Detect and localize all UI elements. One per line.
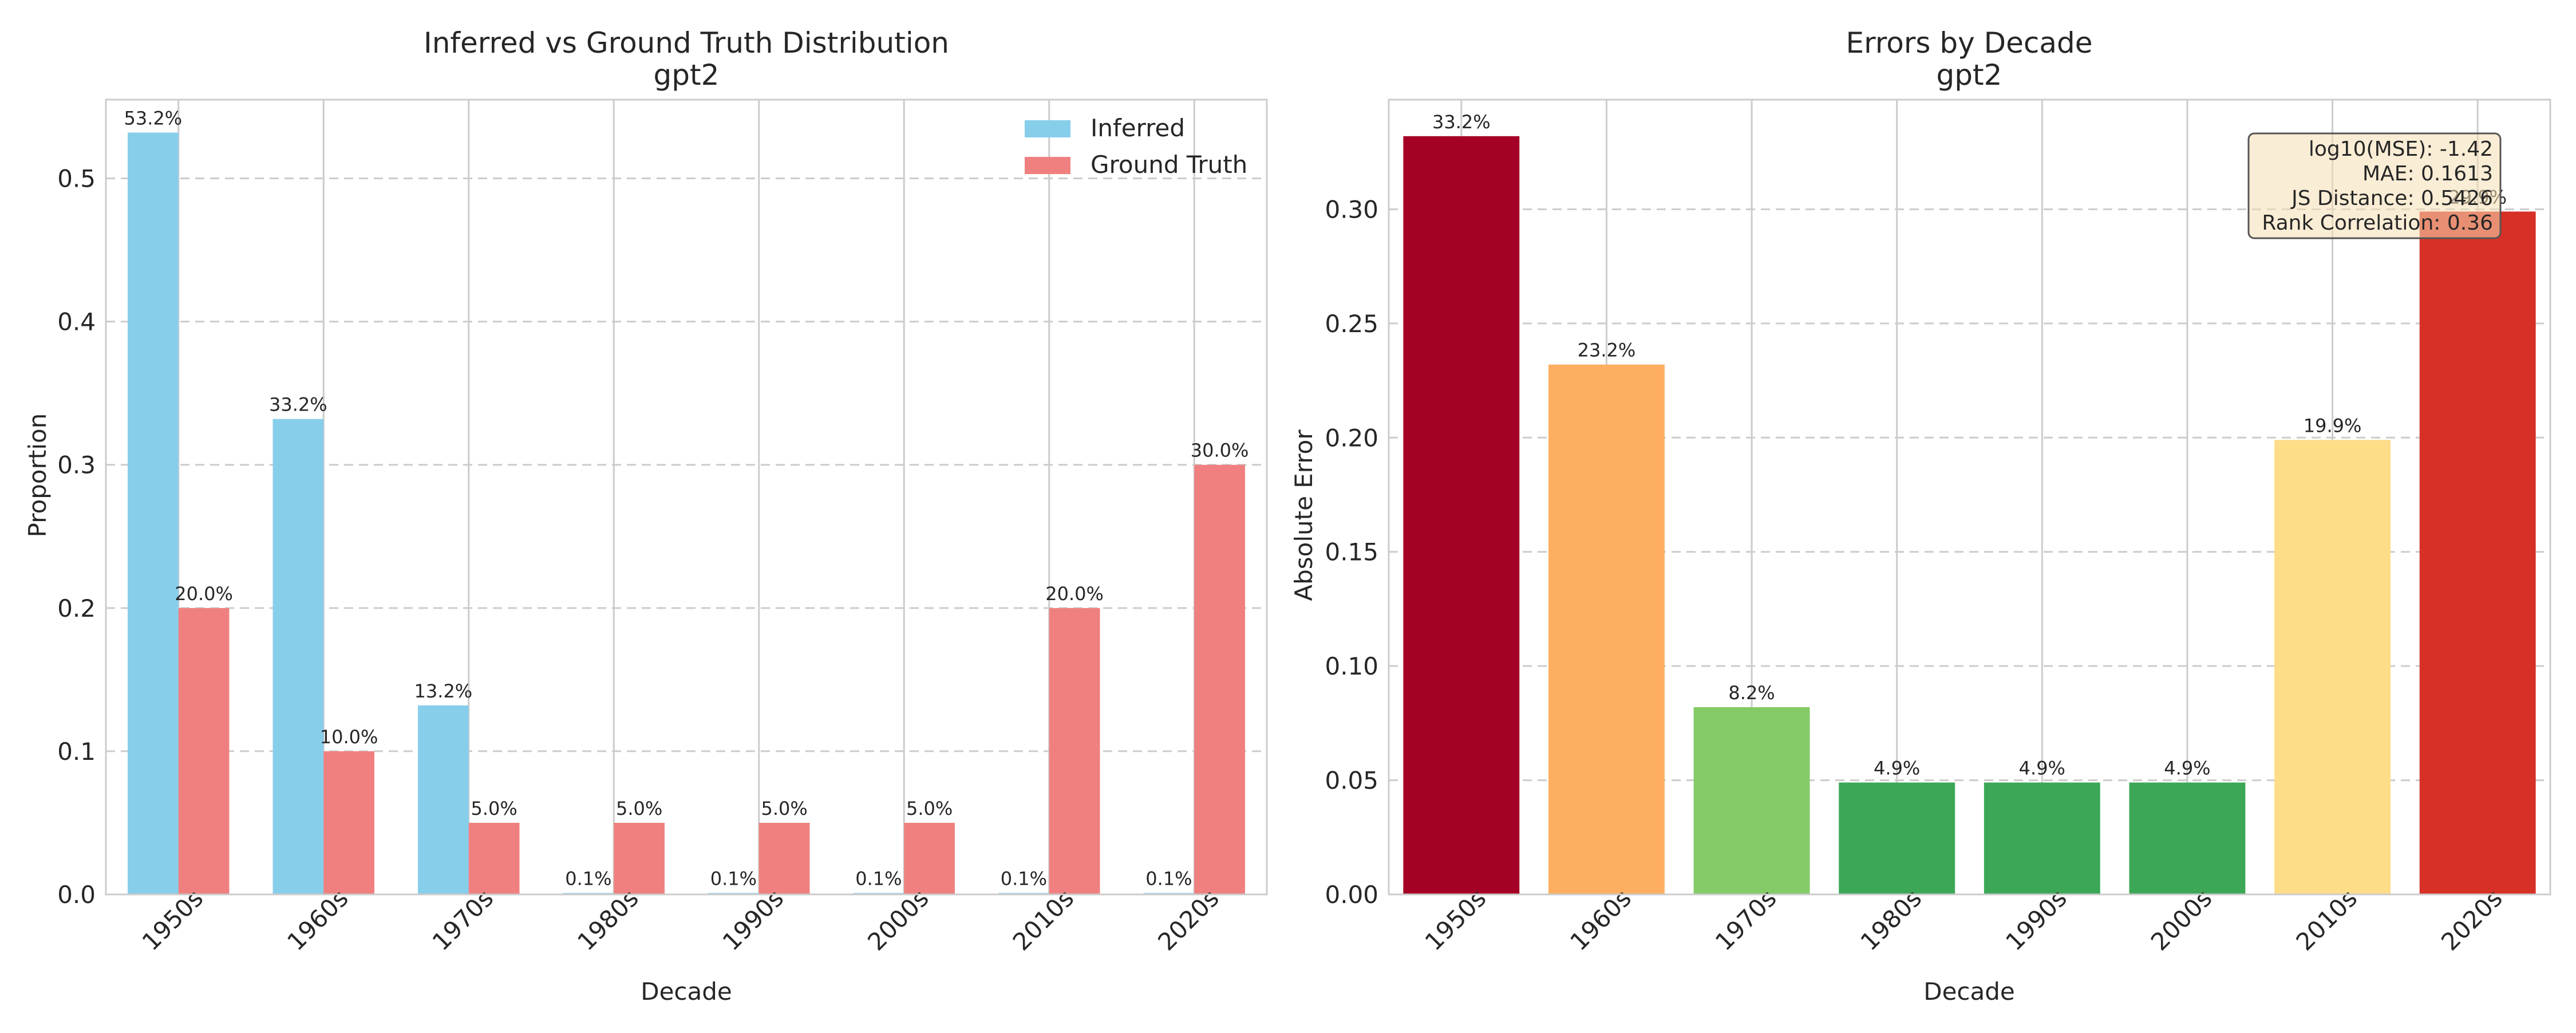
right-y-tick-label: 0.30 — [1325, 195, 1378, 223]
left-y-tick-label: 0.3 — [57, 451, 96, 479]
left-bar-ground-truth — [178, 608, 230, 894]
right-bar-value-label: 4.9% — [2164, 758, 2210, 779]
left-bar-ground-truth — [614, 822, 665, 894]
right-y-axis-label: Absolute Error — [1290, 429, 1318, 601]
left-y-tick-label: 0.1 — [57, 738, 96, 766]
left-bar-value-label: 13.2% — [414, 680, 473, 702]
left-bar-value-label: 33.2% — [269, 394, 327, 416]
left-bar-inferred — [128, 132, 179, 894]
left-bar-value-label: 0.1% — [710, 868, 757, 889]
left-y-tick-label: 0.5 — [57, 165, 96, 193]
left-bar-ground-truth — [1049, 608, 1100, 894]
left-bar-value-label: 53.2% — [124, 108, 183, 129]
legend-label-ground-truth: Ground Truth — [1091, 151, 1247, 179]
right-error-bar — [1548, 364, 1665, 894]
left-bar-value-label: 0.1% — [565, 868, 611, 889]
right-bar-value-label: 4.9% — [1874, 758, 1920, 779]
right-error-bar — [2274, 440, 2391, 894]
metrics-annotation-background — [2247, 132, 2502, 239]
right-error-bar — [1693, 707, 1810, 894]
right-y-tick-label: 0.00 — [1325, 881, 1378, 909]
right-error-bar — [2419, 211, 2536, 894]
right-error-bar — [1984, 782, 2100, 894]
left-bar-value-label: 10.0% — [320, 726, 378, 748]
right-y-tick-label: 0.05 — [1325, 767, 1378, 795]
left-bar-value-label: 30.0% — [1191, 440, 1249, 462]
legend-label-inferred: Inferred — [1091, 114, 1185, 142]
right-x-axis-label: Decade — [1923, 977, 2015, 1006]
left-y-tick-label: 0.0 — [57, 881, 96, 909]
left-bar-ground-truth — [758, 822, 810, 894]
metrics-annotation-line: Rank Correlation: 0.36 — [2262, 211, 2493, 235]
right-chart-title: Errors by Decade — [1846, 26, 2093, 60]
left-y-tick-label: 0.4 — [57, 308, 96, 336]
left-bar-value-label: 0.1% — [1145, 868, 1192, 889]
left-bar-ground-truth — [1194, 464, 1245, 894]
left-bar-ground-truth — [323, 751, 374, 894]
left-legend: Inferred Ground Truth — [1025, 114, 1247, 179]
left-bar-value-label: 20.0% — [1045, 583, 1104, 605]
left-bar-value-label: 0.1% — [855, 868, 902, 889]
left-bar-inferred — [272, 419, 324, 894]
left-bar-value-label: 5.0% — [471, 798, 517, 819]
left-bar-value-label: 5.0% — [761, 798, 807, 819]
left-bar-inferred — [418, 705, 469, 894]
left-bar-value-label: 20.0% — [175, 583, 233, 605]
right-axes-frame — [1388, 98, 2551, 896]
right-error-bar — [1839, 782, 1955, 894]
right-y-tick-label: 0.15 — [1325, 538, 1378, 566]
right-bar-value-label: 33.2% — [1432, 111, 1491, 133]
right-bar-value-label: 8.2% — [1728, 682, 1775, 704]
right-bar-value-label: 23.2% — [1578, 340, 1636, 361]
left-x-axis-label: Decade — [641, 977, 732, 1006]
left-chart-title: Inferred vs Ground Truth Distribution — [424, 26, 949, 60]
right-bar-value-label: 19.9% — [2304, 415, 2362, 436]
left-bar-value-label: 5.0% — [906, 798, 953, 819]
left-bar-value-label: 5.0% — [616, 798, 662, 819]
right-y-tick-label: 0.20 — [1325, 424, 1378, 452]
right-error-bar — [2129, 782, 2246, 894]
legend-swatch-inferred — [1025, 120, 1070, 137]
right-y-tick-label: 0.25 — [1325, 310, 1378, 338]
right-chart-subtitle: gpt2 — [1937, 58, 2002, 92]
left-y-axis-label: Proportion — [23, 413, 52, 538]
left-chart-subtitle: gpt2 — [654, 58, 720, 92]
left-bar-ground-truth — [904, 822, 955, 894]
right-bar-value-label: 4.9% — [2019, 758, 2065, 779]
metrics-annotation-line: MAE: 0.1613 — [2362, 162, 2493, 186]
left-bar-value-label: 0.1% — [1001, 868, 1047, 889]
left-bar-ground-truth — [468, 822, 520, 894]
right-error-bar — [1403, 136, 1520, 895]
right-y-tick-label: 0.10 — [1325, 652, 1378, 680]
left-y-tick-label: 0.2 — [57, 594, 96, 622]
left-axes-frame — [105, 98, 1268, 896]
metrics-annotation-line: log10(MSE): -1.42 — [2309, 137, 2493, 161]
legend-swatch-ground-truth — [1025, 157, 1070, 174]
metrics-annotation-line: JS Distance: 0.5426 — [2290, 187, 2493, 210]
